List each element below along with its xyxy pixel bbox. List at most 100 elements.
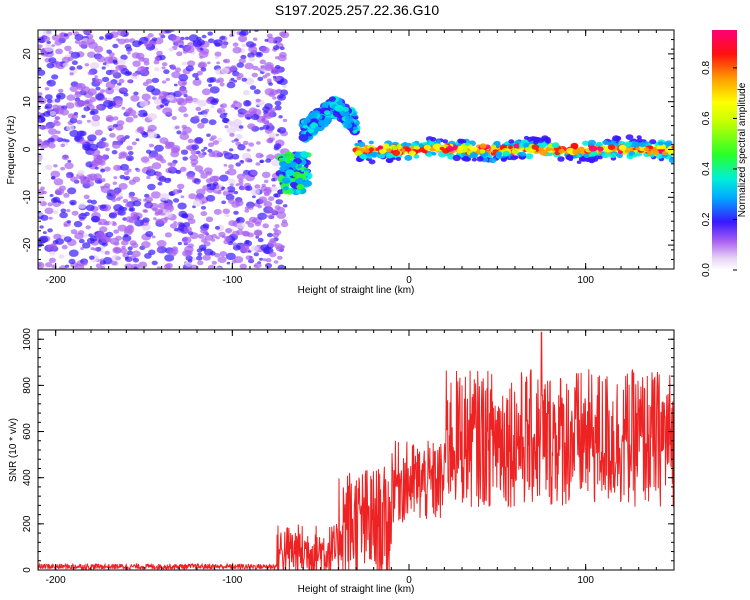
spectrogram-cell [64, 162, 74, 170]
spectrogram-cell [172, 189, 180, 195]
spectrogram-cell [93, 247, 98, 251]
spectrogram-cell [618, 140, 624, 145]
spectrogram-cell [228, 198, 235, 204]
spectrogram-cell [254, 262, 262, 269]
spectrogram-cell [223, 163, 228, 167]
spectrogram-cell [318, 121, 326, 127]
spectrogram-cell [536, 137, 545, 143]
spectrogram-cell [170, 223, 178, 229]
spectrogram-cell [636, 138, 643, 143]
spectrogram-cell [178, 88, 188, 96]
spectrogram-cell [200, 211, 208, 217]
spectrogram-cell [217, 256, 227, 263]
spectrogram-cell [262, 258, 267, 262]
spectrogram-cell [78, 230, 85, 235]
spectrogram-cell [211, 150, 222, 158]
spectrogram-cell [221, 117, 229, 123]
spectrogram-cell [263, 110, 268, 114]
spectrogram-cell [68, 249, 79, 257]
spectrogram-cell [303, 171, 308, 175]
snr-ytick-label: 600 [22, 423, 33, 440]
spectrogram-cell [252, 65, 259, 71]
spectrogram-cell [219, 113, 227, 119]
spectrogram-cell [184, 45, 195, 54]
snr-line [37, 331, 675, 571]
spectrogram-cell [110, 69, 119, 76]
spectrogram-cell [265, 158, 272, 163]
spectrogram-region [298, 95, 361, 143]
spectrogram-cell [615, 136, 622, 141]
spectrogram-cell [124, 171, 130, 176]
spectrogram-cell [104, 166, 111, 172]
spectrogram-cell [276, 80, 282, 85]
spectrogram-cell [196, 255, 203, 261]
spectrogram-ytick-label: -20 [22, 237, 33, 252]
spectrogram-cell [244, 62, 254, 70]
spectrogram-cell [77, 170, 85, 176]
spectrogram-cell [70, 176, 78, 182]
spectrogram-cell [617, 150, 624, 155]
spectrogram-cell [47, 202, 53, 207]
spectrogram-cell [100, 204, 107, 209]
spectrogram-cell [576, 160, 582, 164]
spectrogram-cell [408, 150, 416, 156]
spectrogram-cell [51, 34, 61, 41]
spectrogram-cell [635, 146, 640, 151]
spectrogram-cell [89, 110, 96, 116]
spectrogram-cell [259, 257, 263, 261]
spectrogram-cell [170, 64, 176, 69]
snr-ytick-label: 400 [22, 469, 33, 486]
spectrogram-cell [386, 157, 394, 163]
spectrogram-cell [124, 175, 131, 181]
spectrogram-cell [53, 119, 59, 124]
spectrogram-cell [105, 87, 115, 95]
spectrogram-cell [40, 214, 49, 221]
spectrogram-cell [357, 141, 366, 147]
spectrogram-cell [265, 72, 271, 77]
spectrogram-cell [197, 252, 203, 257]
spectrogram-cell [40, 186, 45, 191]
spectrogram-cell [303, 121, 308, 125]
spectrogram-cell [58, 88, 64, 93]
spectrogram-cell [78, 238, 85, 244]
spectrogram-cell [38, 153, 44, 161]
spectrogram-cell [112, 43, 119, 49]
spectrogram-cell [39, 201, 47, 207]
spectrogram-cell [153, 98, 162, 105]
spectrogram-cell [119, 87, 126, 93]
spectrogram-cell [53, 178, 64, 186]
spectrogram-cell [76, 65, 83, 70]
spectrogram-cell [108, 221, 114, 225]
spectrogram-cell [216, 107, 226, 115]
spectrogram-cell [251, 114, 260, 121]
spectrogram-cell [151, 162, 162, 170]
spectrogram-cell [289, 190, 294, 194]
spectrogram-cell [413, 145, 418, 150]
spectrogram-cell [177, 183, 185, 190]
spectrogram-cell [551, 142, 560, 149]
spectrogram-cell [177, 241, 182, 246]
spectrogram-cell [232, 242, 238, 247]
spectrogram-cell [242, 140, 249, 146]
snr-ylabel: SNR (10 * v/v) [8, 418, 19, 482]
spectrogram-cell [98, 218, 108, 226]
spectrogram-cell [180, 195, 185, 199]
spectrogram-cell [183, 226, 192, 233]
spectrogram-cell [38, 97, 47, 105]
spectrogram-cell [91, 159, 100, 166]
spectrogram-cell [236, 173, 246, 180]
spectrogram-cell [112, 123, 118, 128]
spectrogram-cell [385, 152, 394, 159]
spectrogram-cell [271, 159, 280, 167]
spectrogram-cell [578, 156, 586, 162]
spectrogram-cell [202, 223, 210, 229]
snr-ytick-label: 800 [22, 377, 33, 394]
spectrogram-cell [60, 143, 65, 148]
spectrogram-cell [141, 241, 151, 249]
spectrogram-xtick-label: 100 [577, 275, 594, 286]
spectrogram-cell [192, 205, 196, 209]
spectrogram-cell [145, 149, 152, 154]
spectrogram-cell [106, 49, 112, 54]
spectrogram-cell [471, 157, 477, 162]
